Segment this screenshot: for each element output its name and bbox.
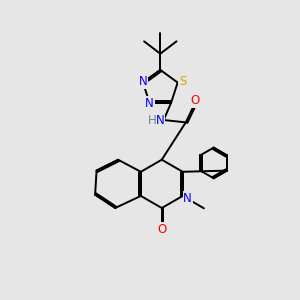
Text: N: N (155, 113, 164, 127)
Text: H: H (148, 114, 157, 128)
Text: N: N (183, 192, 192, 205)
Text: O: O (157, 223, 167, 236)
Text: S: S (179, 75, 186, 88)
Text: N: N (139, 75, 147, 88)
Text: N: N (145, 97, 154, 110)
Text: O: O (190, 94, 200, 107)
